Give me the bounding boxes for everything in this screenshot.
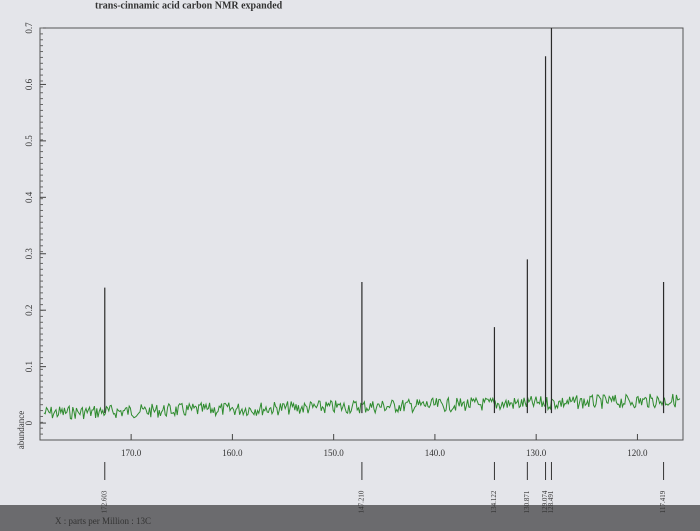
chart-title: trans-cinnamic acid carbon NMR expanded: [95, 0, 283, 11]
peak-label: 117.419: [659, 490, 667, 513]
x-tick-label: 160.0: [222, 448, 243, 458]
peak-label: 134.122: [490, 490, 498, 513]
x-tick-label: 170.0: [121, 448, 142, 458]
y-tick-label: 0.7: [24, 22, 34, 34]
x-tick-label: 130.0: [526, 448, 547, 458]
photo-edge: [0, 505, 700, 531]
y-tick-label: 0: [24, 420, 34, 425]
y-tick-label: 0.5: [24, 135, 34, 147]
x-axis-label: X : parts per Million : 13C: [55, 516, 151, 526]
y-axis-label: abundance: [16, 411, 26, 449]
peak-label: 147.210: [358, 490, 366, 513]
peak-label: 129.074: [541, 490, 549, 513]
y-tick-label: 0.1: [24, 361, 34, 372]
peak-label: 128.491: [547, 490, 555, 513]
y-tick-label: 0.3: [24, 248, 34, 260]
y-tick-label: 0.4: [24, 191, 34, 203]
x-tick-label: 140.0: [425, 448, 446, 458]
x-tick-label: 150.0: [324, 448, 345, 458]
x-tick-label: 120.0: [627, 448, 648, 458]
y-tick-label: 0.6: [24, 78, 34, 90]
y-tick-label: 0.2: [24, 305, 34, 316]
peak-label: 172.603: [100, 490, 108, 513]
peak-label: 130.871: [523, 490, 531, 513]
